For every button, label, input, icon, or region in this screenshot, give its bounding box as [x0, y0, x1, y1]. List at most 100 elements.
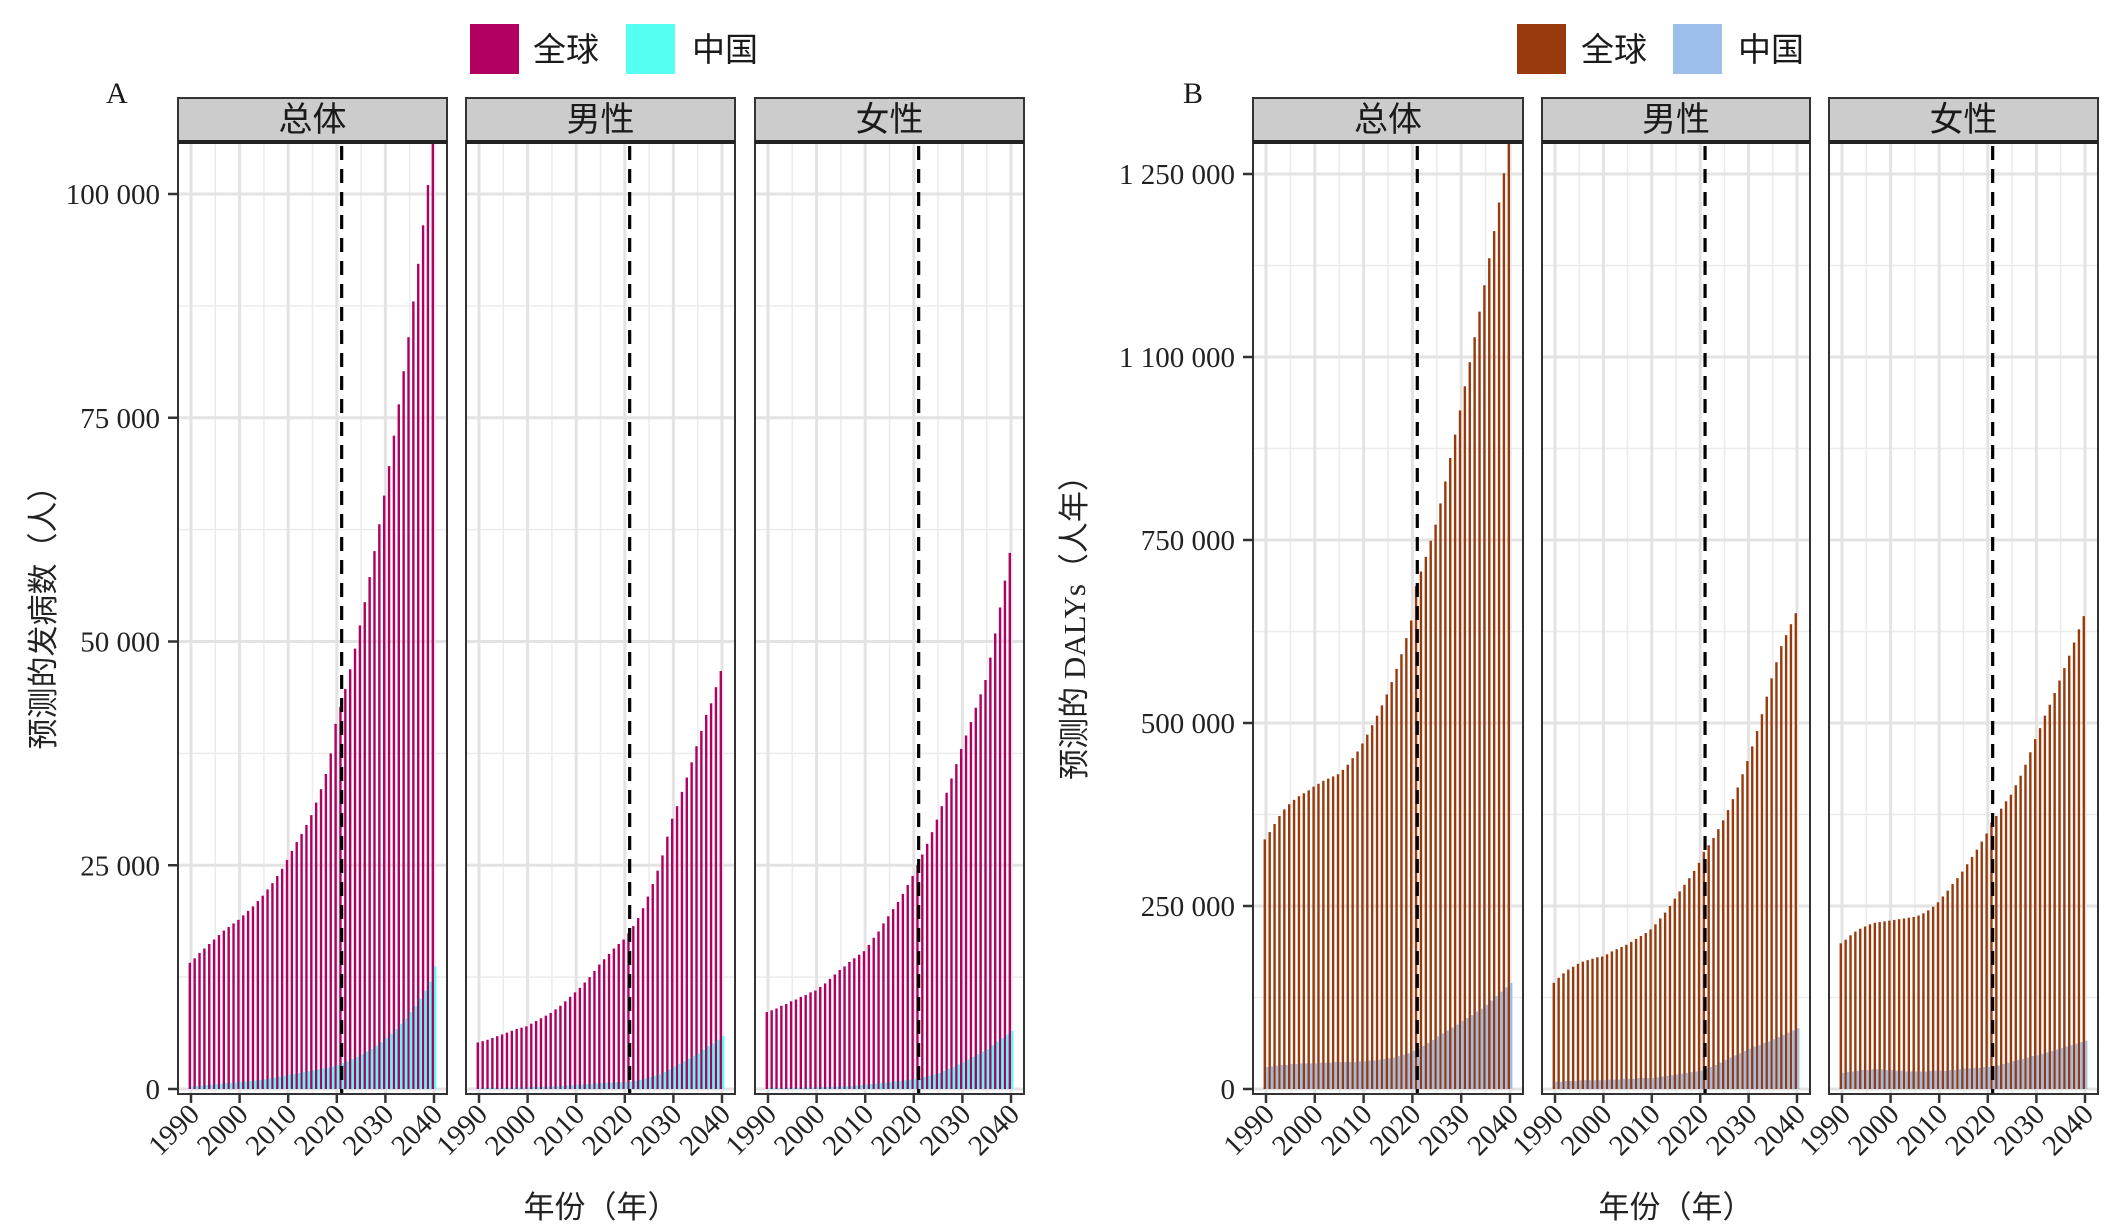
bar-china [234, 1082, 238, 1089]
bar-china [1500, 991, 1503, 1089]
bar-global [770, 1010, 773, 1089]
bar-global [1307, 790, 1310, 1089]
bar-global [559, 1005, 562, 1089]
bar-global [1649, 929, 1652, 1089]
bar-global [1849, 935, 1852, 1089]
bar-china [692, 1055, 696, 1089]
bar-global [266, 889, 269, 1089]
bar-china [1676, 1074, 1679, 1089]
bar-global [705, 714, 708, 1089]
bar-china [1929, 1070, 1932, 1089]
bar-global [1654, 924, 1657, 1089]
bar-global [1288, 804, 1291, 1089]
bar-global [857, 954, 861, 1089]
y-tick-label: 100 000 [66, 179, 160, 211]
bar-global [1922, 913, 1925, 1089]
legend-label-global: 全球 [533, 32, 599, 69]
bar-global [324, 773, 328, 1089]
bar-china [991, 1045, 994, 1089]
bar-global [329, 753, 332, 1089]
bar-global [1893, 919, 1896, 1089]
bar-china [1700, 1070, 1703, 1089]
bar-global [1751, 746, 1754, 1089]
bar-china [702, 1049, 705, 1089]
bar-china [938, 1072, 941, 1089]
legend-a: 全球 中国 [470, 24, 758, 74]
bar-china [2012, 1061, 2015, 1089]
bar-global [2038, 728, 2042, 1089]
bar-china [831, 1086, 834, 1089]
bar-global [1941, 896, 1945, 1089]
bar-china [370, 1048, 374, 1089]
bar-global [1663, 912, 1667, 1089]
chart-b-dalys: 全球 中国 B 总体199020002010202020302040男性1990… [1057, 24, 2100, 1225]
bar-china [821, 1087, 824, 1089]
bar-china [879, 1082, 883, 1089]
bar-china [1743, 1050, 1747, 1089]
bar-china [1505, 987, 1508, 1089]
bar-china [1905, 1071, 1908, 1089]
bar-china [1919, 1071, 1923, 1089]
bar-global [632, 926, 635, 1089]
bar-china [1446, 1030, 1449, 1089]
bar-china [273, 1077, 277, 1089]
bar-china [361, 1054, 364, 1089]
bar-global [1576, 963, 1580, 1089]
y-tick-label: 1 100 000 [1119, 342, 1235, 374]
bar-china [1001, 1037, 1004, 1089]
bar-global [641, 908, 645, 1089]
bar-china [806, 1087, 810, 1089]
bar-china [1466, 1017, 1469, 1089]
bar-global [1292, 799, 1296, 1089]
bar-global [2034, 739, 2037, 1089]
bar-china [1680, 1073, 1684, 1089]
bar-global [853, 958, 856, 1089]
bar-global [1366, 734, 1369, 1089]
bar-china [1373, 1060, 1376, 1089]
bar-global [896, 901, 900, 1089]
bar-global [368, 577, 371, 1089]
bar-global [1712, 837, 1715, 1089]
bar-global [280, 868, 284, 1089]
bar-china [498, 1087, 501, 1089]
y-axis-title-a: 预测的发病数（人） [26, 471, 61, 750]
bar-global [1419, 571, 1423, 1089]
bar-china [2041, 1053, 2044, 1089]
bar-global [1722, 820, 1725, 1089]
bar-global [1370, 725, 1374, 1089]
bar-global [1453, 434, 1457, 1089]
bar-china [1748, 1048, 1751, 1089]
bar-global [358, 625, 362, 1089]
bar-global [1492, 231, 1496, 1089]
bar-global [1405, 638, 1408, 1089]
bar-china [1290, 1064, 1293, 1089]
facet-strip-label: 总体 [279, 101, 347, 139]
bar-global [1702, 851, 1706, 1089]
bar-global [891, 909, 895, 1089]
bar-china [1851, 1071, 1855, 1089]
facet-strip [1828, 97, 2099, 143]
bar-global [392, 435, 396, 1089]
bar-global [1678, 891, 1681, 1089]
bar-china [1729, 1057, 1732, 1089]
bar-global [1488, 258, 1491, 1089]
bar-global [780, 1005, 783, 1089]
y-tick-label: 75 000 [80, 403, 160, 435]
bar-china [1495, 996, 1498, 1089]
bar-china [581, 1084, 584, 1089]
bar-global [1346, 764, 1349, 1089]
bar-global [1961, 871, 1964, 1089]
bar-china [1510, 982, 1513, 1089]
bar-global [1697, 862, 1701, 1089]
facet-strip-label: 男性 [1642, 101, 1710, 139]
bar-global [285, 859, 289, 1089]
bar-global [1375, 715, 1379, 1089]
bar-global [525, 1026, 528, 1089]
bar-china [302, 1071, 306, 1089]
bar-china [913, 1078, 917, 1089]
bar-global [925, 843, 929, 1089]
bar-china [933, 1074, 936, 1089]
